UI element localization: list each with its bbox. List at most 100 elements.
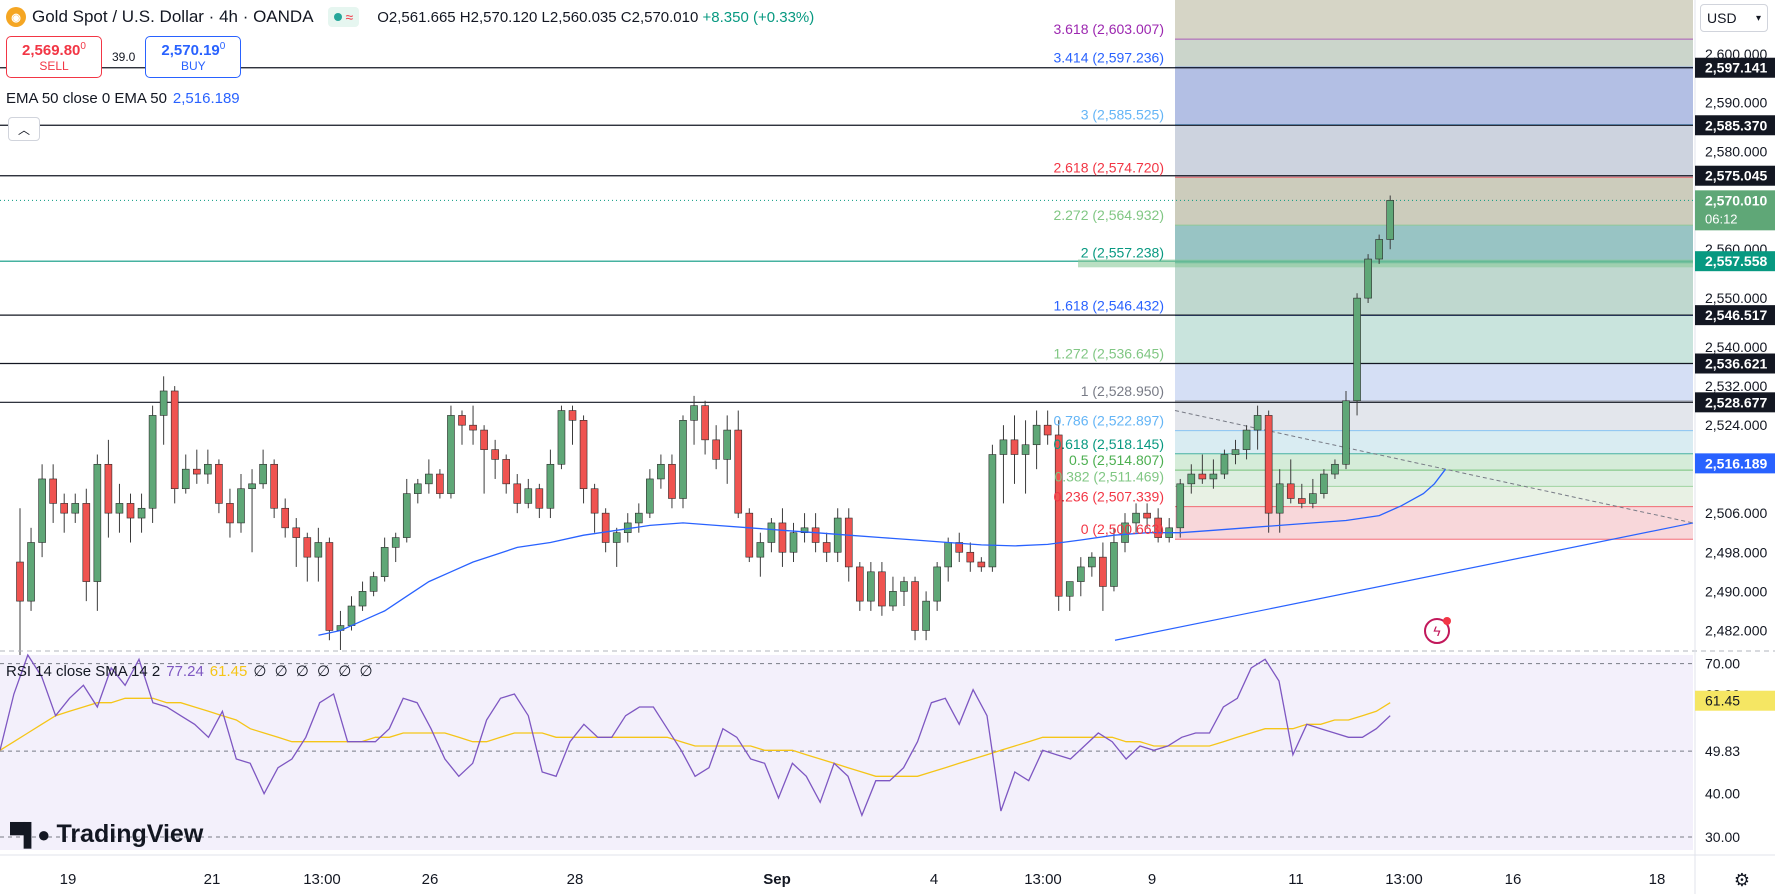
candle xyxy=(325,537,334,641)
time-tick-label: Sep xyxy=(763,871,791,888)
candle-body xyxy=(1187,473,1196,485)
candle-body xyxy=(690,405,698,421)
candle xyxy=(193,449,201,484)
candle-body xyxy=(1364,258,1372,299)
candle xyxy=(16,508,24,660)
candle xyxy=(657,454,665,489)
price-tick-label: 2,498.000 xyxy=(1705,544,1767,560)
fib-band-0.5 xyxy=(1175,453,1693,471)
candle-body xyxy=(1054,434,1063,597)
candle-body xyxy=(811,527,820,543)
candle-body xyxy=(1253,415,1262,431)
candle-body xyxy=(1198,473,1207,480)
candle xyxy=(270,459,278,519)
candle xyxy=(679,415,687,509)
candle-body xyxy=(358,591,367,607)
ema-price-tag-bg xyxy=(1695,453,1775,474)
candle-body xyxy=(425,473,433,485)
candle xyxy=(1143,503,1151,528)
time-tick-label: 4 xyxy=(930,871,938,888)
gold-coin-icon: ◉ xyxy=(6,7,26,27)
chevron-down-icon: ▾ xyxy=(1755,12,1761,24)
price-tag-2,585.370: 2,585.370 xyxy=(1705,117,1767,133)
buy-button[interactable]: 2,570.190 BUY xyxy=(145,36,242,78)
ema-legend[interactable]: EMA 50 close 0 EMA 50 2,516.189 xyxy=(6,90,240,107)
price-tick-label: 2,490.000 xyxy=(1705,583,1767,599)
candle xyxy=(104,439,113,538)
candle-body xyxy=(601,512,610,543)
candle-body xyxy=(193,468,201,475)
candle-body xyxy=(1331,463,1339,475)
candle-body xyxy=(480,429,488,450)
candle xyxy=(712,425,720,470)
candle-body xyxy=(248,483,256,490)
candle xyxy=(1286,459,1295,504)
candle-body xyxy=(469,424,477,431)
sell-button[interactable]: 2,569.800 SELL xyxy=(6,36,102,78)
candle xyxy=(1132,503,1140,533)
candle xyxy=(867,562,875,611)
candle xyxy=(82,488,91,602)
candle xyxy=(436,469,444,499)
rsi-legend[interactable]: RSI 14 close SMA 14 2 77.24 61.45 ∅ ∅ ∅ ∅ ∅… xyxy=(6,662,375,680)
price-tag-2,536.621-bg xyxy=(1695,353,1775,374)
candle-body xyxy=(867,571,875,602)
fib-band-top xyxy=(1175,0,1693,40)
fib-band-3 xyxy=(1175,67,1693,125)
rsi-extra: ∅ ∅ ∅ ∅ ∅ ∅ xyxy=(253,663,375,680)
candle-body xyxy=(612,532,621,543)
time-tick-label: 11 xyxy=(1288,871,1304,888)
candle-body xyxy=(1065,581,1074,597)
candle xyxy=(1198,454,1207,484)
price-change: +8.350 (+0.33%) xyxy=(702,8,815,26)
candle-body xyxy=(16,561,24,602)
fib-label-1.618: 1.618 (2,546.432) xyxy=(1053,298,1164,314)
candle xyxy=(999,425,1008,504)
candle xyxy=(480,425,488,494)
wave-icon: ≈ xyxy=(345,9,354,25)
trade-panel: 2,569.800 SELL 39.0 2,570.190 BUY xyxy=(6,36,242,78)
chevron-up-icon[interactable]: ︿ xyxy=(8,117,40,141)
candle xyxy=(1110,527,1118,592)
candle xyxy=(369,571,378,597)
fib-label-1: 1 (2,528.950) xyxy=(1081,383,1164,399)
candle xyxy=(159,376,168,445)
rsi-background xyxy=(0,655,1693,850)
price-tag-2,528.677: 2,528.677 xyxy=(1705,394,1767,410)
candle xyxy=(767,518,776,553)
candle-body xyxy=(767,522,776,543)
candle-body xyxy=(347,605,356,626)
candle-body xyxy=(889,591,897,607)
candle xyxy=(115,483,124,533)
candle xyxy=(248,469,256,553)
fib-band-0 xyxy=(1175,506,1693,540)
candle-body xyxy=(701,405,709,441)
candle xyxy=(1021,420,1030,494)
candle xyxy=(314,527,323,582)
fib-band-0.618 xyxy=(1175,430,1693,454)
currency-select[interactable]: USD ▾ xyxy=(1700,4,1768,32)
candle-body xyxy=(900,581,908,592)
candle xyxy=(281,498,290,538)
candle-body xyxy=(1298,498,1306,504)
candle xyxy=(911,576,919,641)
flash-icon[interactable]: ϟ xyxy=(1424,617,1451,644)
candle-body xyxy=(259,463,267,485)
market-status[interactable]: ≈ xyxy=(327,7,360,27)
symbol-title[interactable]: Gold Spot / U.S. Dollar · 4h · OANDA xyxy=(32,7,314,26)
rsi-tick-label: 40.00 xyxy=(1705,786,1740,802)
candle xyxy=(955,532,964,563)
candle xyxy=(723,415,732,484)
candle-body xyxy=(93,463,102,582)
gear-icon[interactable]: ⚙ xyxy=(1733,869,1751,890)
tradingview-logo-icon: ▀▌● xyxy=(10,821,50,847)
candle-body xyxy=(513,483,522,504)
rsi-label: RSI 14 close SMA 14 2 xyxy=(6,663,161,680)
candle xyxy=(425,459,433,494)
candle-body xyxy=(977,561,986,568)
price-tick-label: 2,590.000 xyxy=(1705,95,1767,111)
candle-body xyxy=(955,542,964,553)
candle-body xyxy=(237,488,245,524)
tradingview-brand[interactable]: ▀▌● TradingView xyxy=(10,820,203,849)
